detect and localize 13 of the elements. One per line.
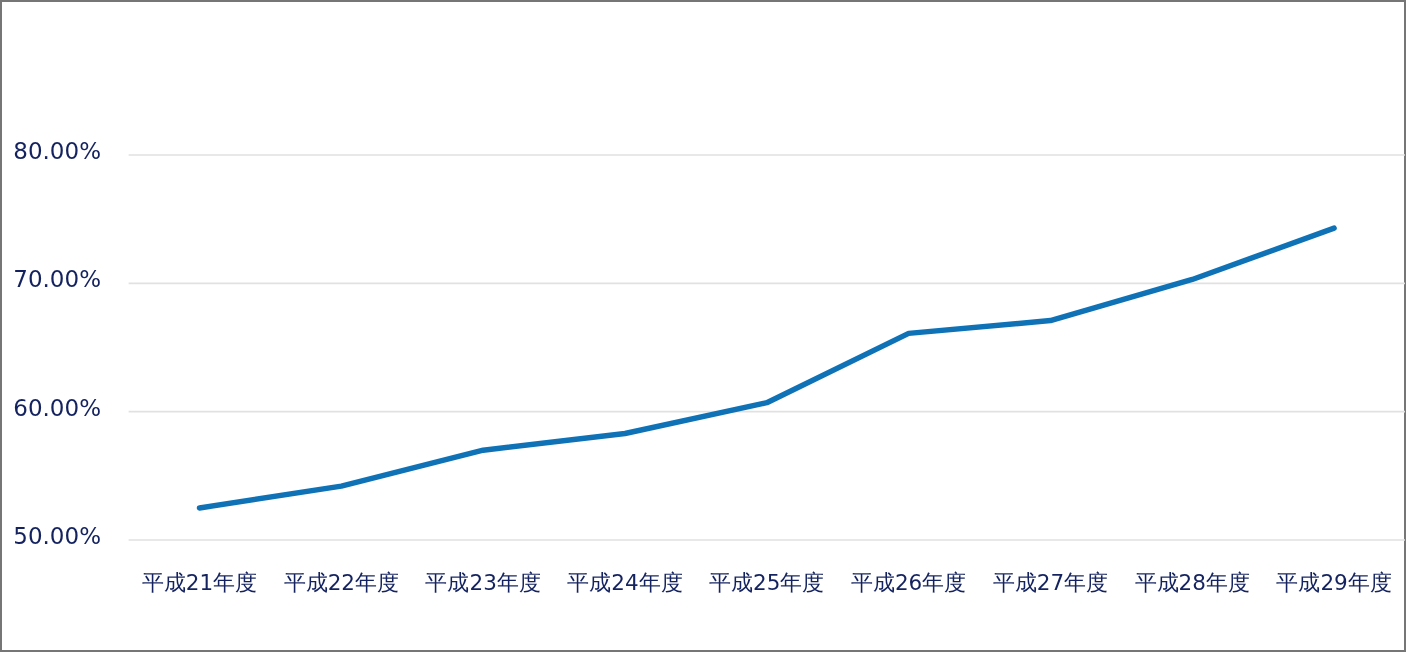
xtick: 平成29年度 bbox=[1276, 569, 1392, 595]
xtick: 平成21年度 bbox=[141, 569, 258, 595]
xtick: 平成25年度 bbox=[709, 569, 825, 595]
xtick: 平成22年度 bbox=[283, 569, 399, 595]
ytick: 50.00% bbox=[13, 523, 101, 549]
xtick: 平成24年度 bbox=[567, 569, 683, 595]
xtick: 平成26年度 bbox=[850, 569, 967, 595]
ytick: 60.00% bbox=[13, 394, 101, 421]
ytick: 70.00% bbox=[13, 266, 101, 293]
xtick: 平成23年度 bbox=[425, 569, 541, 595]
xtick: 平成27年度 bbox=[992, 569, 1109, 595]
ytick: 80.00% bbox=[13, 138, 101, 164]
xtick: 平成28年度 bbox=[1134, 569, 1250, 595]
